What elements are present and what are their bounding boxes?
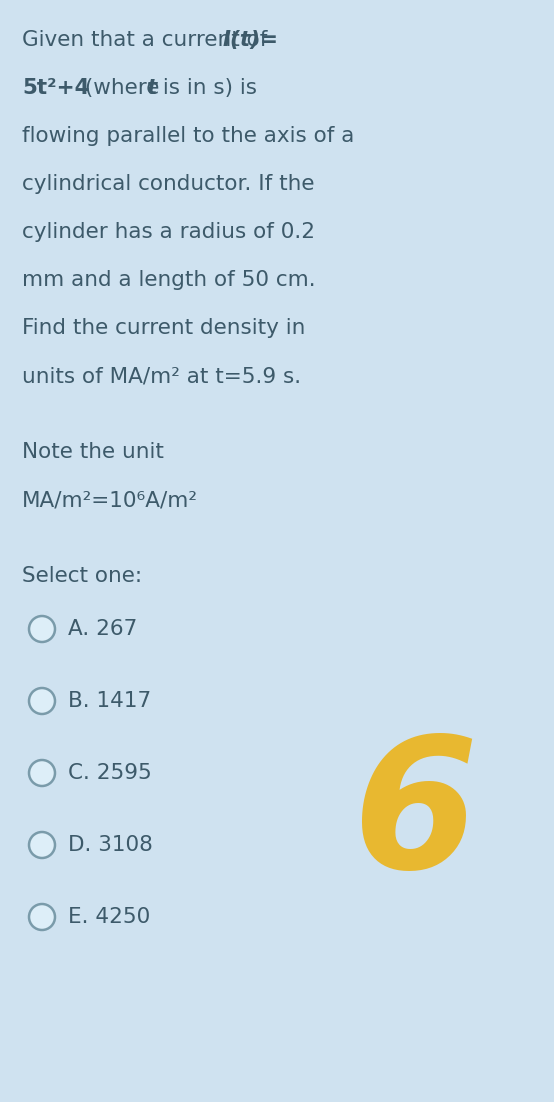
Text: E. 4250: E. 4250 [68,907,150,927]
Text: cylindrical conductor. If the: cylindrical conductor. If the [22,174,315,194]
Text: A. 267: A. 267 [68,619,137,639]
Ellipse shape [29,832,55,858]
Text: units of MA/m² at t=5.9 s.: units of MA/m² at t=5.9 s. [22,366,301,386]
Ellipse shape [29,904,55,930]
Text: D. 3108: D. 3108 [68,835,153,855]
Text: is in s) is: is in s) is [156,78,257,98]
Text: MA/m²=10⁶A/m²: MA/m²=10⁶A/m² [22,490,198,510]
Ellipse shape [29,616,55,642]
Text: 5t²+4: 5t²+4 [22,78,90,98]
Text: C. 2595: C. 2595 [68,763,152,784]
Ellipse shape [29,688,55,714]
Text: (where: (where [78,78,166,98]
Ellipse shape [29,760,55,786]
Text: Note the unit: Note the unit [22,442,164,462]
Text: B. 1417: B. 1417 [68,691,151,711]
Text: mm and a length of 50 cm.: mm and a length of 50 cm. [22,270,316,290]
Text: Select one:: Select one: [22,566,142,586]
Text: Given that a current of: Given that a current of [22,30,274,50]
Text: flowing parallel to the axis of a: flowing parallel to the axis of a [22,126,355,145]
Text: 6: 6 [352,730,478,906]
Text: cylinder has a radius of 0.2: cylinder has a radius of 0.2 [22,222,315,242]
Text: t: t [146,78,156,98]
Text: I(t)=: I(t)= [223,30,279,50]
Text: Find the current density in: Find the current density in [22,318,305,338]
